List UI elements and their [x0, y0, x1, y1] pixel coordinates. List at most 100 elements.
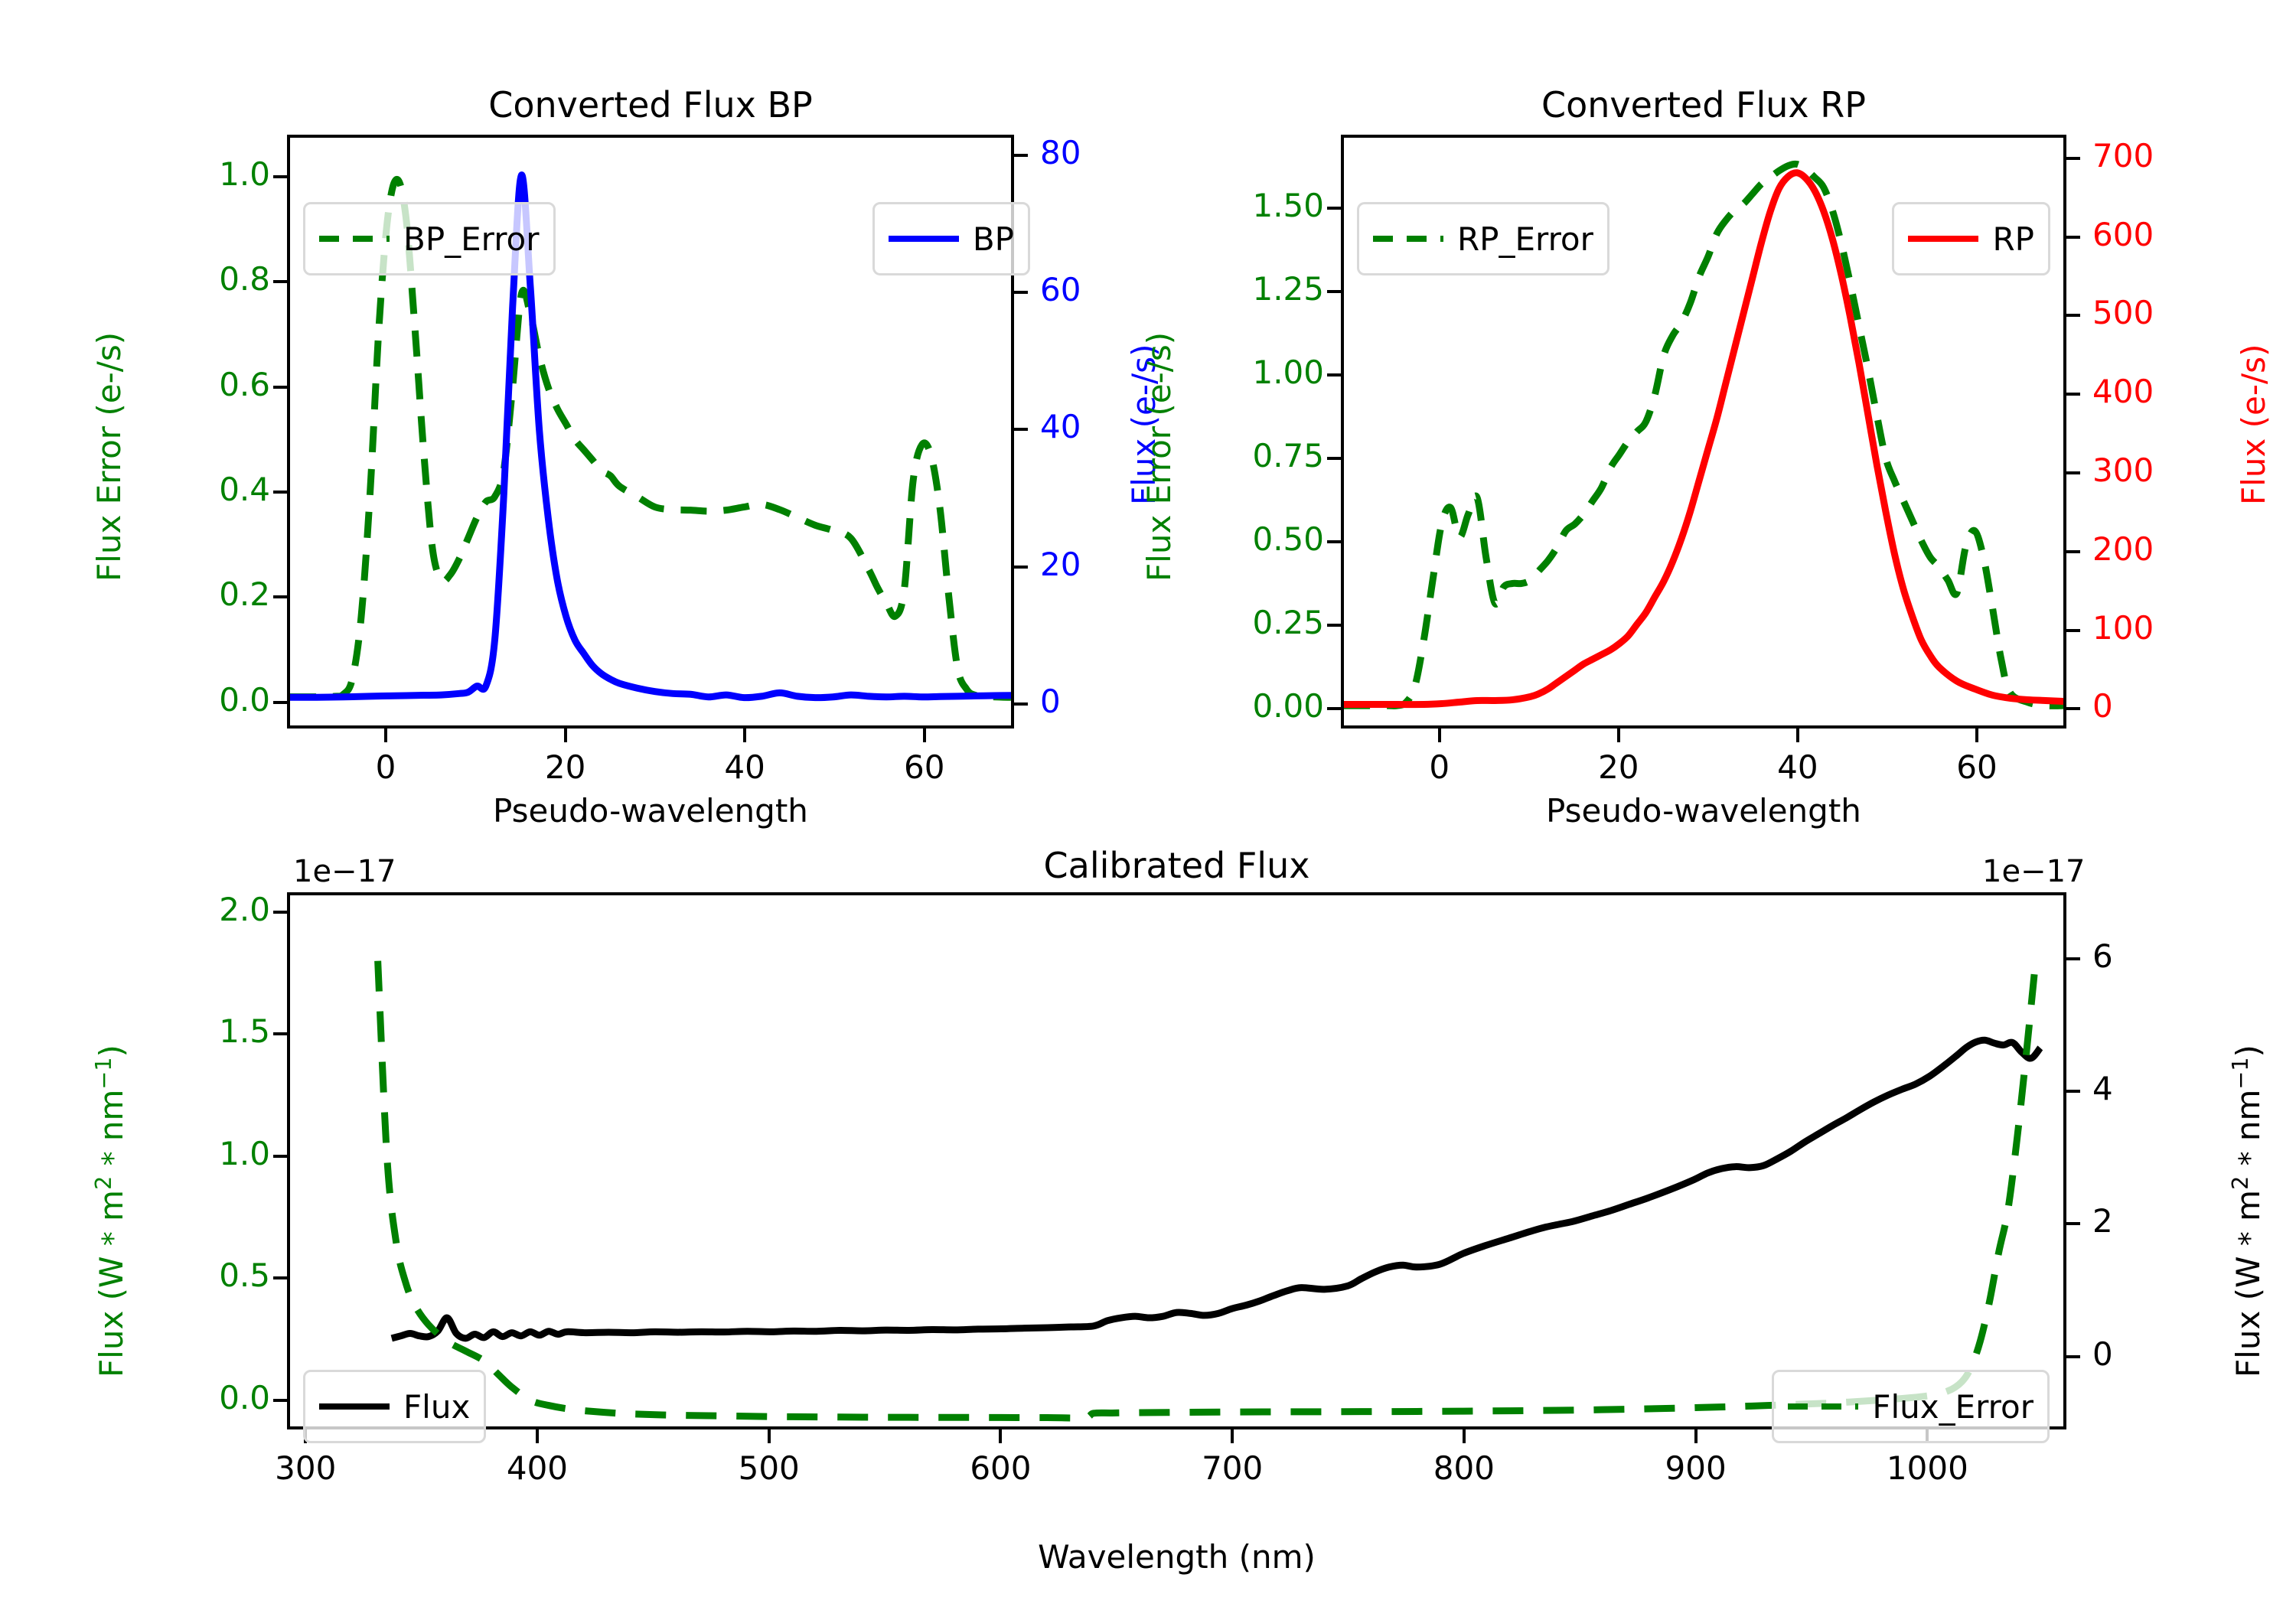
cal-ytick-right-0: 0: [2092, 1335, 2113, 1373]
panel-bp-left-ylabel: Flux Error (e-/s): [90, 331, 128, 582]
cal-ytick-left-3: 1.5: [219, 1012, 270, 1051]
cal-ytick-right-mark-0: [2066, 1354, 2080, 1358]
rp-ytick-right-1: 100: [2092, 608, 2154, 647]
cal-xtick-mark-4: [1231, 1429, 1234, 1443]
rp-ytick-right-mark-0: [2066, 707, 2080, 711]
panel-cal-right-ylabel: Flux (W * m2 * nm−1): [2227, 1045, 2267, 1377]
rp-ytick-right-2: 200: [2092, 530, 2154, 568]
panel-rp-legend-flux[interactable]: RP: [1892, 202, 2050, 275]
panel-bp-legend-flux[interactable]: BP: [872, 202, 1030, 275]
bp-xtick-mark-1: [563, 729, 567, 742]
bp-xtick-3: 60: [903, 748, 945, 786]
rp-ytick-left-mark-6: [1327, 206, 1341, 210]
bp-legend-label: BP: [972, 220, 1014, 258]
panel-bp-title: Converted Flux BP: [488, 84, 813, 125]
bp-ytick-left-2: 0.4: [219, 470, 270, 508]
cal-xtick-7: 1000: [1886, 1449, 1968, 1487]
bp-ytick-right-mark-4: [1014, 153, 1028, 157]
rp-ytick-right-5: 500: [2092, 294, 2154, 332]
cal-ytick-left-4: 2.0: [219, 890, 270, 928]
rp-ytick-right-mark-1: [2066, 628, 2080, 632]
rp-ytick-right-mark-4: [2066, 393, 2080, 396]
panel-bp-curves: [289, 171, 1012, 702]
panel-cal-left-offset-exponent: 1e−17: [293, 854, 396, 889]
bp-ytick-left-5: 1.0: [219, 155, 270, 193]
rp-ytick-left-mark-1: [1327, 623, 1341, 627]
panel-rp-legend-error[interactable]: RP_Error: [1357, 202, 1609, 275]
cal-ytick-right-2: 4: [2092, 1070, 2113, 1107]
rp-ytick-right-3: 300: [2092, 451, 2154, 489]
rp-ytick-right-7: 700: [2092, 136, 2154, 174]
cal-ytick-left-0: 0.0: [219, 1378, 270, 1416]
cal-xtick-5: 800: [1433, 1449, 1495, 1487]
cal-ytick-left-1: 0.5: [219, 1257, 270, 1295]
rp-ytick-right-mark-2: [2066, 549, 2080, 553]
cal-xtick-2: 500: [738, 1449, 800, 1487]
rp-ytick-right-6: 600: [2092, 215, 2154, 253]
bp-ytick-right-3: 60: [1040, 271, 1081, 309]
panel-cal-legend-flux[interactable]: Flux: [303, 1370, 487, 1443]
rp-legend-label: RP: [1992, 220, 2034, 258]
bp-ytick-left-mark-3: [273, 385, 287, 389]
bp-ytick-right-2: 40: [1040, 408, 1081, 446]
rp-ytick-left-mark-3: [1327, 456, 1341, 460]
cal-xtick-mark-2: [767, 1429, 771, 1443]
rp-ytick-left-mark-4: [1327, 373, 1341, 376]
panel-calibrated-flux: Calibrated Flux 1e−17 1e−17 0.0 0.5 1.0 1.5…: [0, 842, 2296, 1607]
series-flux: [390, 1036, 2043, 1342]
rp-ytick-right-mark-3: [2066, 471, 2080, 474]
panel-rp-left-ylabel: Flux Error (e-/s): [1140, 331, 1178, 582]
series-bp-error: [289, 175, 1012, 701]
panel-rp-xlabel: Pseudo-wavelength: [1546, 792, 1861, 830]
rp-ytick-right-mark-6: [2066, 235, 2080, 239]
panel-bp-legend-error[interactable]: BP_Error: [303, 202, 556, 275]
cal-xtick-mark-6: [1694, 1429, 1698, 1443]
panel-cal-left-ylabel: Flux (W * m2 * nm−1): [90, 1045, 130, 1377]
panel-cal-right-offset-exponent: 1e−17: [1982, 854, 2086, 889]
cal-ytick-right-1: 2: [2092, 1202, 2113, 1240]
rp-xtick-0: 0: [1429, 748, 1450, 786]
rp-ytick-left-mark-0: [1327, 706, 1341, 710]
bp-ytick-left-3: 0.6: [219, 365, 270, 403]
rp-xtick-mark-3: [1975, 729, 1978, 742]
bp-error-legend-label: BP_Error: [403, 220, 540, 258]
bp-ytick-left-mark-2: [273, 490, 287, 494]
rp-ytick-right-mark-5: [2066, 314, 2080, 318]
cal-ytick-right-mark-2: [2066, 1090, 2080, 1093]
panel-converted-flux-rp: Converted Flux RP 0.00 0.25 0.50 0.75 1.00 1.…: [1140, 0, 2296, 842]
bp-ytick-left-0: 0.0: [219, 680, 270, 719]
rp-ytick-right-0: 0: [2092, 687, 2113, 725]
panel-cal-title: Calibrated Flux: [1043, 845, 1310, 886]
panel-cal-plot-frame: [287, 892, 2066, 1429]
cal-ytick-left-mark-0: [273, 1398, 287, 1402]
bp-ytick-left-1: 0.2: [219, 575, 270, 614]
bp-ytick-right-mark-0: [1014, 702, 1028, 706]
bp-ytick-right-mark-2: [1014, 428, 1028, 432]
bp-ytick-left-mark-4: [273, 280, 287, 284]
cal-error-legend-label: Flux_Error: [1872, 1387, 2033, 1426]
panel-converted-flux-bp: Converted Flux BP 0.0 0.2 0.4 0.6 0.8 1.0 0 20…: [0, 0, 1163, 842]
bp-xtick-mark-3: [922, 729, 926, 742]
series-rp-error: [1344, 160, 2064, 709]
rp-ytick-left-6: 1.50: [1252, 186, 1324, 224]
rp-ytick-left-1: 0.25: [1252, 603, 1324, 641]
bp-ytick-right-mark-3: [1014, 291, 1028, 295]
bp-ytick-left-mark-1: [273, 595, 287, 599]
series-rp: [1343, 169, 2064, 709]
cal-ytick-left-mark-2: [273, 1154, 287, 1158]
rp-ytick-left-mark-5: [1327, 289, 1341, 293]
cal-ytick-left-mark-1: [273, 1276, 287, 1280]
rp-xtick-mark-1: [1616, 729, 1620, 742]
cal-xtick-mark-1: [535, 1429, 539, 1443]
panel-rp-curves: [1343, 160, 2064, 709]
rp-xtick-1: 20: [1598, 748, 1639, 786]
rp-ytick-right-mark-7: [2066, 156, 2080, 160]
panel-cal-legend-error[interactable]: Flux_Error: [1772, 1370, 2050, 1443]
rp-xtick-mark-0: [1437, 729, 1441, 742]
bp-ytick-right-1: 20: [1040, 545, 1081, 583]
cal-ytick-right-3: 6: [2092, 937, 2113, 975]
cal-ytick-right-mark-1: [2066, 1222, 2080, 1226]
rp-xtick-mark-2: [1795, 729, 1799, 742]
bp-ytick-left-mark-0: [273, 700, 287, 704]
